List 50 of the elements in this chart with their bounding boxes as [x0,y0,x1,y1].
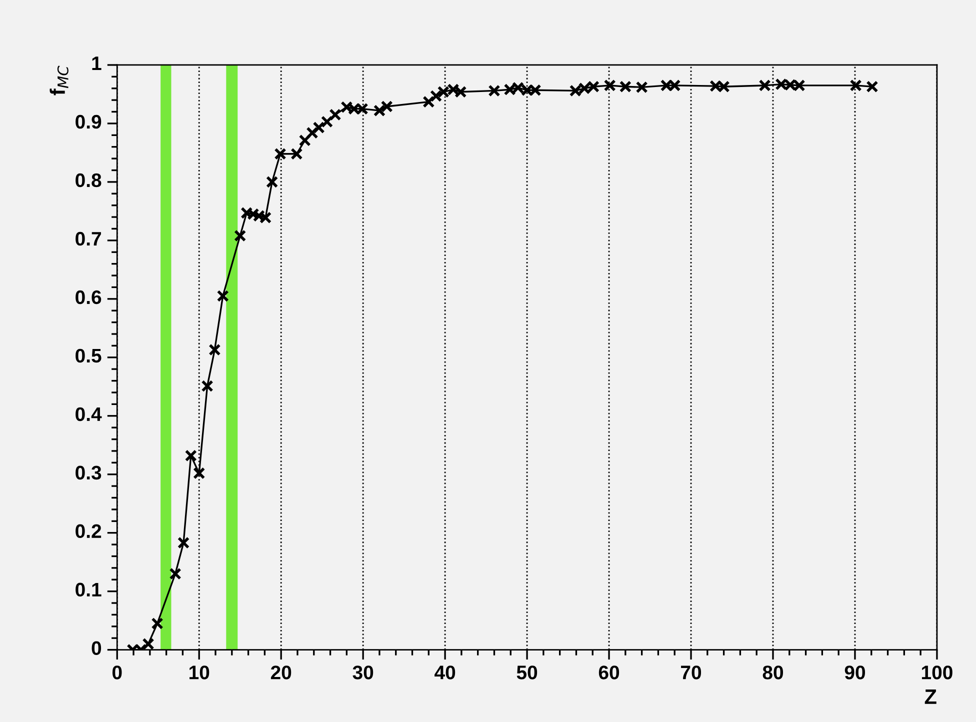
y-tick-label: 0.4 [76,407,102,422]
point [298,134,311,146]
x-tick-label: 20 [270,666,292,680]
point [604,79,616,92]
x-tick-label: 100 [922,666,952,680]
y-tick-label: 0.5 [76,348,102,363]
y-tick-label: 0.6 [76,290,102,304]
point [177,536,190,549]
point [208,344,221,356]
x-tick-label: 80 [762,666,784,680]
point [850,79,862,92]
point [184,450,197,462]
point [306,126,318,139]
point [312,122,325,134]
x-tick-label: 0 [112,666,122,680]
point [266,176,278,188]
x-tick-label: 50 [516,666,538,680]
point [329,108,342,121]
point [151,617,164,630]
point [320,116,334,128]
y-tick-label: 0 [92,641,102,656]
point [274,148,286,160]
y-tick-label: 0.9 [76,114,102,129]
x-tick-label: 40 [434,666,456,680]
point [758,79,771,92]
point [290,148,303,160]
point [422,96,435,108]
point [619,80,632,93]
point [866,80,878,93]
x-tick-label: 90 [844,666,865,680]
x-axis-title: Z [924,690,936,704]
y-axis-title: f$_{MC}$ [50,66,68,96]
y-tick-label: 1 [92,56,102,70]
x-tick-label: 60 [598,666,620,680]
point [636,81,648,94]
y-tick-label: 0.3 [76,466,102,480]
point [142,638,154,650]
point [234,230,246,242]
y-tick-label: 0.1 [76,582,102,597]
x-tick-label: 70 [681,666,702,680]
point [216,290,229,302]
y-tick-label: 0.7 [76,232,101,246]
point [201,380,214,392]
point [169,568,182,580]
x-tick-label: 30 [352,666,374,680]
y-tick-label: 0.2 [76,524,102,538]
x-tick-label: 10 [190,666,210,680]
y-tick-label: 0.8 [76,173,102,188]
point [488,84,500,97]
point [193,467,206,480]
